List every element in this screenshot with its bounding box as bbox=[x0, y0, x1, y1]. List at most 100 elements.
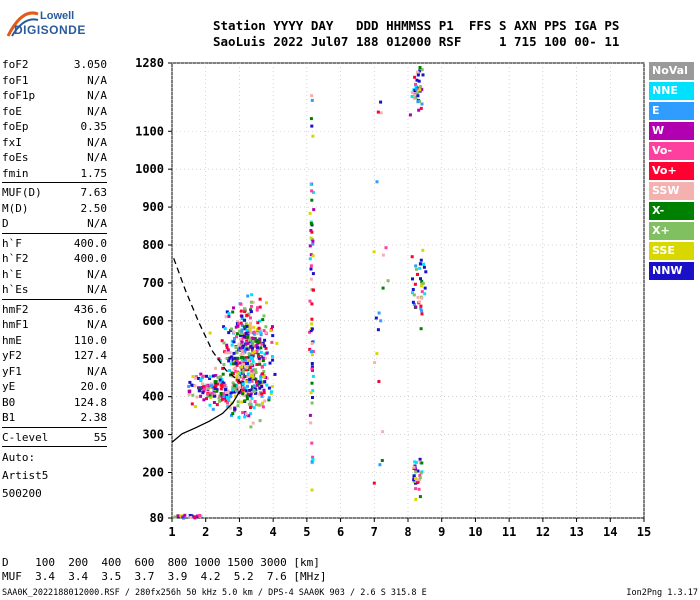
echo-point bbox=[251, 375, 255, 379]
echo-point bbox=[220, 378, 224, 382]
echo-point bbox=[229, 362, 233, 366]
echo-point bbox=[253, 400, 257, 404]
echo-point bbox=[241, 392, 245, 396]
echo-point bbox=[257, 340, 261, 344]
echo-point bbox=[187, 384, 191, 388]
param-value: N/A bbox=[87, 267, 107, 281]
echo-point bbox=[243, 415, 247, 419]
echo-point bbox=[418, 262, 422, 266]
echo-point bbox=[233, 337, 236, 340]
echo-point bbox=[233, 407, 237, 411]
param-row: MUF(D) 7.63 bbox=[2, 185, 107, 201]
echo-point bbox=[228, 369, 231, 372]
echo-point bbox=[242, 369, 246, 372]
echo-point bbox=[256, 345, 259, 349]
param-value: N/A bbox=[87, 104, 107, 118]
echo-point bbox=[231, 362, 235, 366]
echo-point bbox=[183, 513, 187, 517]
echo-point bbox=[243, 375, 247, 378]
echo-point bbox=[215, 389, 219, 393]
echo-point bbox=[259, 332, 263, 336]
legend-nne: NNE bbox=[649, 82, 694, 100]
echo-point bbox=[235, 387, 239, 391]
echo-point bbox=[246, 372, 250, 376]
param-value: 0.35 bbox=[80, 120, 108, 133]
echo-point bbox=[422, 262, 425, 266]
echo-point bbox=[230, 413, 233, 417]
echo-point bbox=[241, 388, 245, 392]
echo-point bbox=[236, 320, 240, 324]
echo-point bbox=[252, 330, 256, 334]
param-row: h`Es N/A bbox=[2, 282, 107, 298]
echo-point bbox=[207, 385, 211, 389]
echo-point bbox=[240, 400, 244, 404]
echo-point bbox=[264, 346, 268, 350]
y-tick-label: 400 bbox=[142, 390, 164, 404]
echo-point bbox=[240, 314, 244, 318]
echo-point bbox=[233, 384, 237, 388]
echo-point bbox=[258, 386, 262, 390]
echo-point bbox=[310, 124, 314, 128]
echo-point bbox=[249, 308, 253, 312]
echo-point bbox=[227, 359, 231, 363]
param-row: h`F2 400.0 bbox=[2, 251, 107, 267]
echo-point bbox=[269, 329, 273, 333]
echo-point bbox=[245, 397, 249, 401]
software-version: Ion2Png 1.3.17 bbox=[626, 588, 698, 598]
echo-point bbox=[226, 389, 230, 393]
echo-point bbox=[244, 342, 248, 346]
echo-point bbox=[258, 362, 262, 366]
echo-point bbox=[248, 366, 252, 369]
echo-point bbox=[249, 371, 253, 375]
echo-point bbox=[263, 363, 267, 367]
echo-point bbox=[214, 366, 217, 370]
echo-point bbox=[410, 255, 414, 259]
x-tick-label: 6 bbox=[337, 525, 344, 539]
echo-point bbox=[195, 514, 199, 518]
echo-point bbox=[205, 374, 208, 378]
echo-point bbox=[259, 378, 263, 382]
echo-point bbox=[263, 380, 267, 384]
echo-point bbox=[261, 364, 265, 368]
echo-point bbox=[235, 375, 239, 379]
echo-point bbox=[193, 405, 197, 409]
echo-point bbox=[411, 300, 415, 304]
echo-point bbox=[418, 99, 421, 103]
echo-point bbox=[240, 356, 244, 359]
echo-point bbox=[417, 79, 421, 83]
echo-point bbox=[240, 348, 244, 352]
echo-point bbox=[231, 310, 235, 314]
echo-point bbox=[245, 328, 249, 332]
echo-point bbox=[384, 246, 388, 250]
echo-point bbox=[250, 304, 253, 308]
param-value: N/A bbox=[87, 151, 107, 164]
param-divider bbox=[2, 232, 107, 234]
param-row: hmF1 N/A bbox=[2, 317, 107, 333]
echo-point bbox=[412, 93, 416, 97]
echo-point bbox=[249, 356, 253, 360]
echo-point bbox=[418, 69, 422, 73]
echo-point bbox=[230, 327, 234, 331]
echo-point bbox=[252, 368, 256, 372]
echo-point bbox=[242, 334, 246, 338]
echo-point bbox=[246, 384, 249, 388]
x-tick-label: 1 bbox=[168, 525, 175, 539]
echo-point bbox=[249, 321, 253, 325]
echo-point bbox=[225, 343, 229, 347]
echo-point bbox=[418, 457, 422, 461]
echo-point bbox=[208, 393, 212, 397]
echo-point bbox=[262, 314, 266, 318]
distance-row: D 100 200 400 600 800 1000 1500 3000 [km… bbox=[2, 556, 320, 569]
echo-point bbox=[311, 350, 315, 353]
echo-point bbox=[271, 325, 274, 329]
param-row: hmE 110.0 bbox=[2, 333, 107, 349]
echo-point bbox=[222, 341, 226, 345]
x-tick-label: 10 bbox=[468, 525, 482, 539]
echo-point bbox=[310, 367, 314, 371]
param-value: N/A bbox=[87, 318, 107, 331]
y-tick-label: 300 bbox=[142, 428, 164, 442]
echo-point bbox=[208, 377, 212, 380]
echo-point bbox=[241, 352, 245, 356]
polarization-legend: NoVal NNE E W Vo- Vo+ SSW X- X+ SSE NNW bbox=[649, 62, 694, 282]
echo-point bbox=[308, 299, 312, 303]
